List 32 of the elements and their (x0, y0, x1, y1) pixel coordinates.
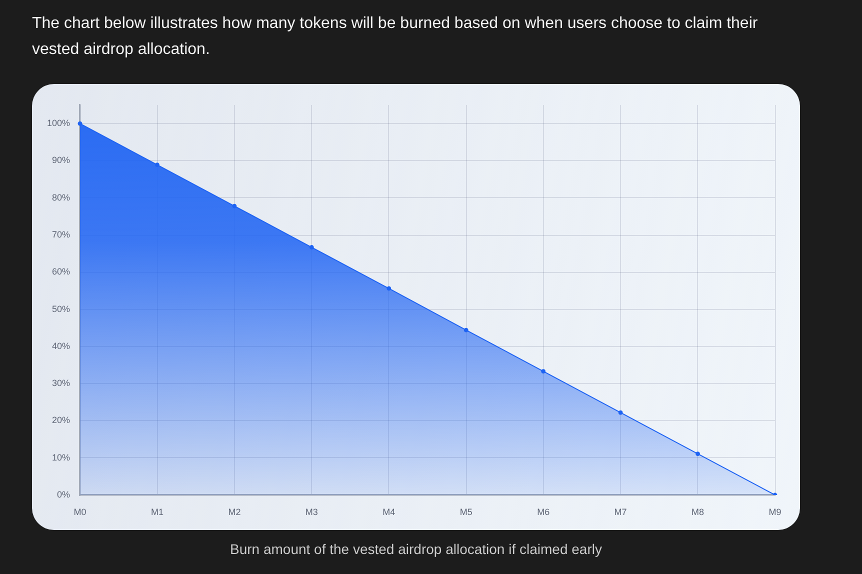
x-tick-label: M4 (382, 506, 396, 517)
y-tick-label: 20% (52, 415, 70, 426)
y-tick-label: 10% (52, 452, 70, 462)
point (232, 204, 237, 208)
x-tick-label: M5 (460, 506, 472, 517)
y-tick-label: 50% (52, 304, 70, 314)
x-tick-label: M7 (614, 506, 627, 517)
x-tick-label: M9 (768, 506, 782, 517)
chart-title: The chart below illustrates how many tokens will be burned based on when users choose to claim their vested airdrop allocation. (32, 14, 759, 60)
point (696, 452, 700, 456)
point (78, 121, 82, 126)
point (155, 162, 160, 167)
y-tick-label: 60% (52, 266, 70, 277)
text: Burn amount of the vested airdrop allocation if claimed early (229, 540, 603, 559)
y-tick-label: 90% (52, 155, 70, 166)
y-tick-label: 40% (52, 340, 70, 351)
y-tick-label: 100% (46, 118, 70, 128)
y-tick-label: 30% (52, 378, 70, 388)
x-tick-label: M0 (74, 506, 86, 517)
point (309, 245, 314, 250)
y-tick-label: 80% (52, 192, 70, 202)
point (618, 410, 623, 415)
x-tick-label: M6 (537, 506, 550, 517)
point (386, 286, 392, 291)
y-tick-label: 0% (56, 489, 70, 500)
y-tick-label: 70% (52, 229, 70, 240)
x-tick-label: M8 (692, 506, 704, 517)
x-tick-label: M3 (305, 506, 318, 517)
x-tick-label: M1 (150, 506, 164, 517)
point (541, 369, 546, 374)
x-tick-label: M2 (228, 506, 241, 517)
point (464, 328, 468, 332)
